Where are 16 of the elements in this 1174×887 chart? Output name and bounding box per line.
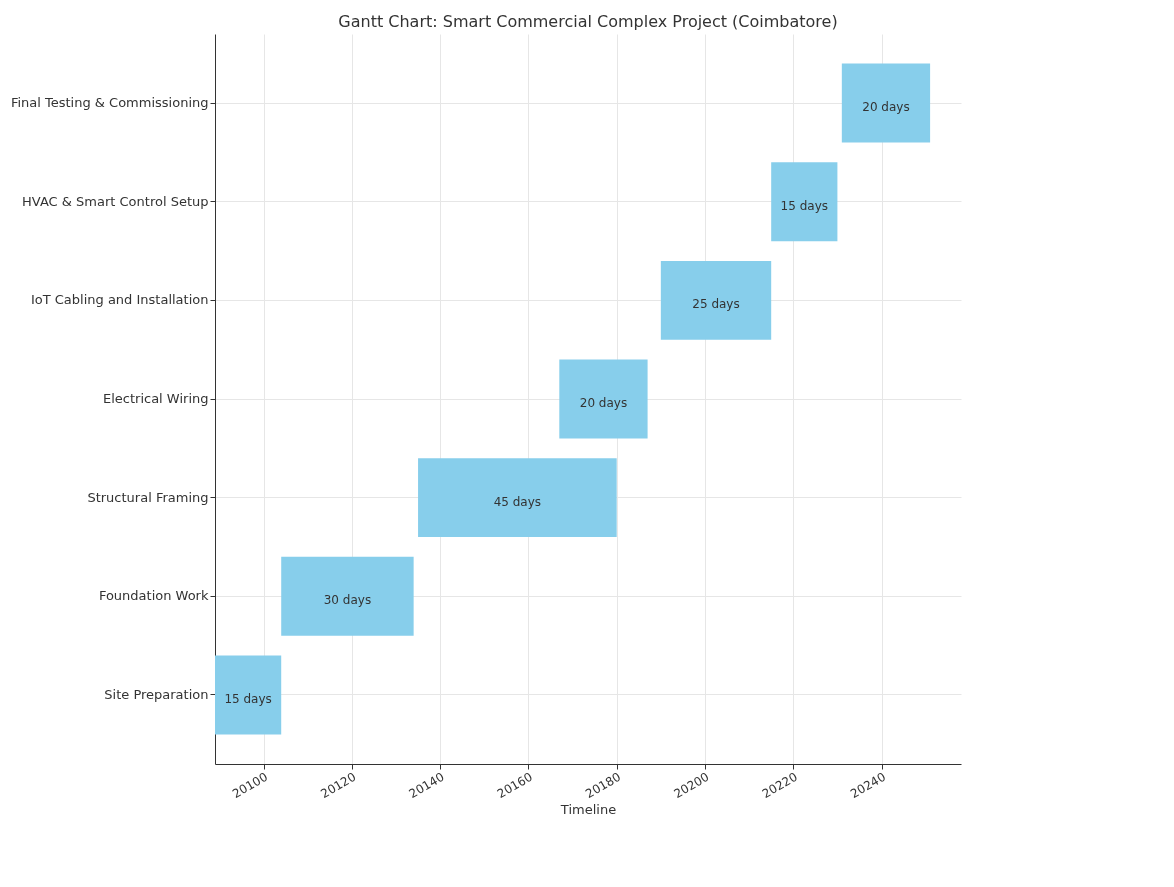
data-label: 25 days [692,297,740,312]
y-tick-label: HVAC & Smart Control Setup [22,193,209,209]
data-label: 45 days [493,494,542,509]
data-label: 15 days [224,691,272,706]
data-label: 30 days [323,593,372,608]
y-tick-label: Structural Framing [87,489,209,505]
y-tick-label: IoT Cabling and Installation [30,292,209,308]
x-axis-title: Timeline [559,802,617,818]
y-tick-label: Site Preparation [104,686,209,702]
chart-title: Gantt Chart: Smart Commercial Complex Project (Coimbatore) [338,12,838,31]
data-label: 20 days [862,100,910,115]
y-tick-label: Electrical Wiring [102,391,209,406]
data-label: 20 days [579,396,628,410]
y-tick-label: Foundation Work [98,588,209,604]
y-tick-label: Final Testing & Commissioning [10,95,209,111]
data-label: 15 days [780,198,829,213]
